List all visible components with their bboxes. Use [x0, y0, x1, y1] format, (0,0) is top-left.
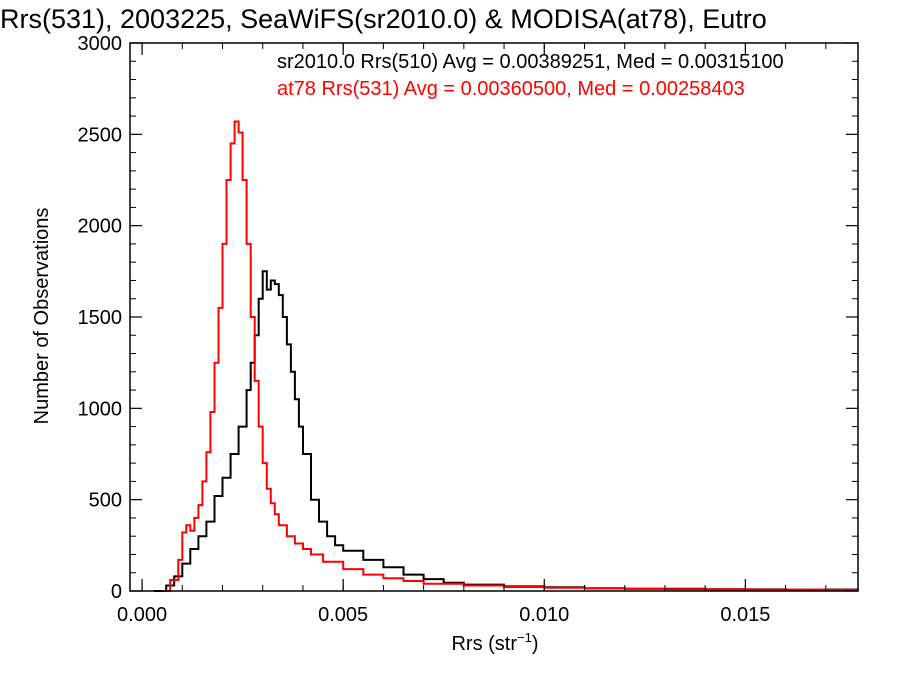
x-tick-label: 0.010 [519, 604, 569, 626]
x-tick-label: 0.015 [720, 604, 770, 626]
y-axis-label: Number of Observations [31, 208, 53, 425]
x-tick-label: 0.005 [318, 604, 368, 626]
y-tick-label: 2000 [78, 216, 123, 238]
x-axis-label-main: Rrs (str [451, 633, 517, 655]
y-axis: 0 500 1000 1500 2000 2500 3000 [78, 33, 858, 603]
series-line-1 [162, 120, 859, 592]
y-tick-label: 0 [111, 581, 122, 603]
stats-annotations: sr2010.0 Rrs(510) Avg = 0.00389251, Med … [277, 51, 784, 100]
annotation-line-0: sr2010.0 Rrs(510) Avg = 0.00389251, Med … [277, 51, 784, 73]
annotation-line-1: at78 Rrs(531) Avg = 0.00360500, Med = 0.… [277, 78, 745, 100]
x-axis: 0.000 0.005 0.010 0.015 [117, 43, 827, 626]
x-axis-label-superscript: −1 [517, 630, 532, 645]
y-tick-label: 3000 [78, 33, 123, 55]
x-axis-label-close: ) [532, 633, 539, 655]
x-axis-label: Rrs (str−1) [451, 630, 538, 655]
y-tick-label: 1500 [78, 307, 123, 329]
chart-title: Rrs(531), 2003225, SeaWiFS(sr2010.0) & M… [0, 4, 767, 34]
y-tick-label: 1000 [78, 398, 123, 420]
y-tick-label: 2500 [78, 124, 123, 146]
plot-series-group [154, 120, 859, 592]
x-tick-label: 0.000 [117, 604, 167, 626]
y-tick-label: 500 [89, 490, 122, 512]
